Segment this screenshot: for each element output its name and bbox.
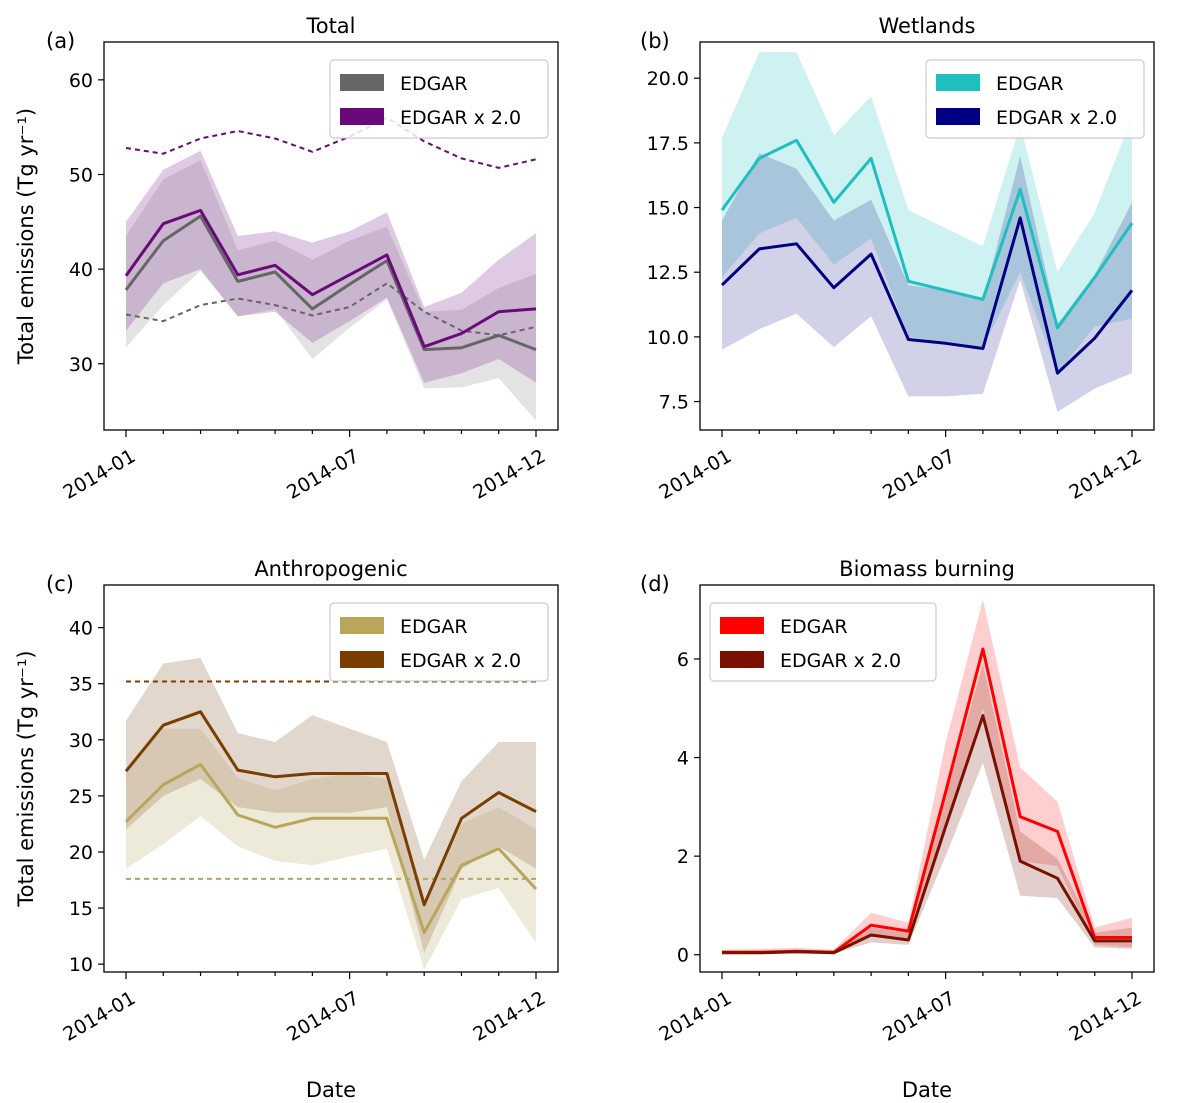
panel-a: 30 40 50 60 2014-01 2014-07 2014-12 Total (a) Tot… xyxy=(14,14,559,504)
legend-label-d-2: EDGAR x 2.0 xyxy=(780,650,901,672)
band-d-series-2 xyxy=(722,663,1132,954)
legend-label-c-2: EDGAR x 2.0 xyxy=(400,650,521,672)
legend-swatch-a-1 xyxy=(340,74,384,91)
x-tick-label-a: 2014-01 xyxy=(60,445,140,504)
band-c-series-1 xyxy=(126,728,536,970)
panel-b: 7.5 10.0 12.5 15.0 17.5 20.0 2014-01 2014-07 201… xyxy=(640,14,1155,504)
x-tick-label-c: 2014-01 xyxy=(60,987,140,1046)
legend-box-b xyxy=(925,59,1145,139)
legend-label-b-2: EDGAR x 2.0 xyxy=(996,107,1117,129)
y-tick-label-c: 30 xyxy=(69,730,93,752)
band-a-series-2 xyxy=(126,150,536,383)
line-c-series-1 xyxy=(124,763,538,935)
line-a-series-2 xyxy=(124,208,537,349)
y-tick-label-b: 12.5 xyxy=(647,262,689,284)
y-tick-label-b: 15.0 xyxy=(647,198,689,220)
panel-label-b: (b) xyxy=(640,29,670,53)
legend-b: EDGAR EDGAR x 2.0 xyxy=(925,59,1145,139)
panel-d: 0 2 4 6 2014-01 2014-07 2014-12 Biomass burning… xyxy=(640,557,1155,1102)
line-b-series-1 xyxy=(720,138,1134,330)
panel-label-c: (c) xyxy=(46,572,74,596)
y-tick-label-d: 4 xyxy=(677,748,689,770)
x-axis-label-d: Date xyxy=(902,1078,952,1102)
x-tick-label-b: 2014-07 xyxy=(879,445,959,504)
y-tick-label-c: 20 xyxy=(69,842,93,864)
y-tick-label-b: 20.0 xyxy=(647,68,689,90)
legend-swatch-c-1 xyxy=(340,617,384,634)
panel-label-d: (d) xyxy=(640,572,670,596)
legend-swatch-d-1 xyxy=(720,617,764,634)
line-d-series-2 xyxy=(722,714,1132,955)
legend-swatch-c-2 xyxy=(340,651,384,668)
legend-swatch-d-2 xyxy=(720,651,764,668)
x-tick-label-b: 2014-01 xyxy=(656,445,736,504)
y-axis-label-c: Total emissions (Tg yr⁻¹) xyxy=(14,650,38,907)
band-a-series-1 xyxy=(126,160,536,421)
panel-c: 10 15 20 25 30 35 40 2014-01 2014-07 2014-12 Anthr… xyxy=(14,557,559,1102)
y-tick-label-d: 6 xyxy=(677,649,689,671)
y-tick-label-a: 40 xyxy=(69,259,93,281)
chart-title-c: Anthropogenic xyxy=(254,557,407,581)
axes-frame-a xyxy=(103,41,559,431)
legend-swatch-b-2 xyxy=(936,108,980,125)
line-a-series-1 xyxy=(124,214,537,352)
legend-swatch-b-1 xyxy=(936,74,980,91)
y-tick-label-b: 17.5 xyxy=(647,133,689,155)
y-tick-label-d: 2 xyxy=(677,846,689,868)
legend-box-a xyxy=(329,59,549,139)
axes-frame-b xyxy=(699,41,1155,431)
x-tick-label-a: 2014-12 xyxy=(470,445,550,504)
y-tick-label-b: 10.0 xyxy=(647,327,689,349)
x-tick-label-b: 2014-12 xyxy=(1066,445,1146,504)
chart-title-d: Biomass burning xyxy=(839,557,1015,581)
chart-title-a: Total xyxy=(305,14,355,38)
y-axis-label-a: Total emissions (Tg yr⁻¹) xyxy=(14,108,38,365)
y-tick-label-c: 10 xyxy=(69,954,93,976)
band-b-series-2 xyxy=(722,153,1132,412)
y-tick-label-c: 25 xyxy=(69,786,93,808)
y-tick-label-a: 30 xyxy=(69,354,93,376)
legend-box-d xyxy=(709,602,937,682)
y-tick-label-c: 15 xyxy=(69,898,93,920)
y-tick-label-b: 7.5 xyxy=(659,392,689,414)
y-tick-label-a: 60 xyxy=(69,70,93,92)
legend-label-d-1: EDGAR xyxy=(780,616,848,638)
line-c-series-2 xyxy=(124,710,537,907)
y-tick-label-c: 35 xyxy=(69,674,93,696)
legend-c: EDGAR EDGAR x 2.0 xyxy=(329,602,549,682)
legend-label-b-1: EDGAR xyxy=(996,73,1064,95)
y-tick-label-c: 40 xyxy=(69,618,93,640)
axes-frame-c xyxy=(103,584,559,973)
x-tick-label-d: 2014-12 xyxy=(1066,987,1146,1046)
legend-swatch-a-2 xyxy=(340,108,384,125)
y-tick-label-d: 0 xyxy=(677,945,689,967)
chart-title-b: Wetlands xyxy=(879,14,976,38)
x-tick-label-d: 2014-07 xyxy=(879,987,959,1046)
band-b-series-1 xyxy=(722,52,1132,374)
panel-label-a: (a) xyxy=(46,29,75,53)
axes-frame-d xyxy=(699,584,1155,973)
line-b-series-2 xyxy=(720,216,1134,375)
x-tick-label-d: 2014-01 xyxy=(656,987,736,1046)
legend-label-a-1: EDGAR xyxy=(400,73,468,95)
legend-a: EDGAR EDGAR x 2.0 xyxy=(329,59,549,139)
legend-label-a-2: EDGAR x 2.0 xyxy=(400,107,521,129)
y-tick-label-a: 50 xyxy=(69,164,93,186)
x-tick-label-a: 2014-07 xyxy=(283,445,363,504)
legend-d: EDGAR EDGAR x 2.0 xyxy=(709,602,937,682)
x-axis-label-c: Date xyxy=(306,1078,356,1102)
x-tick-label-c: 2014-07 xyxy=(283,987,363,1046)
x-tick-label-c: 2014-12 xyxy=(470,987,550,1046)
legend-box-c xyxy=(329,602,549,682)
legend-label-c-1: EDGAR xyxy=(400,616,468,638)
